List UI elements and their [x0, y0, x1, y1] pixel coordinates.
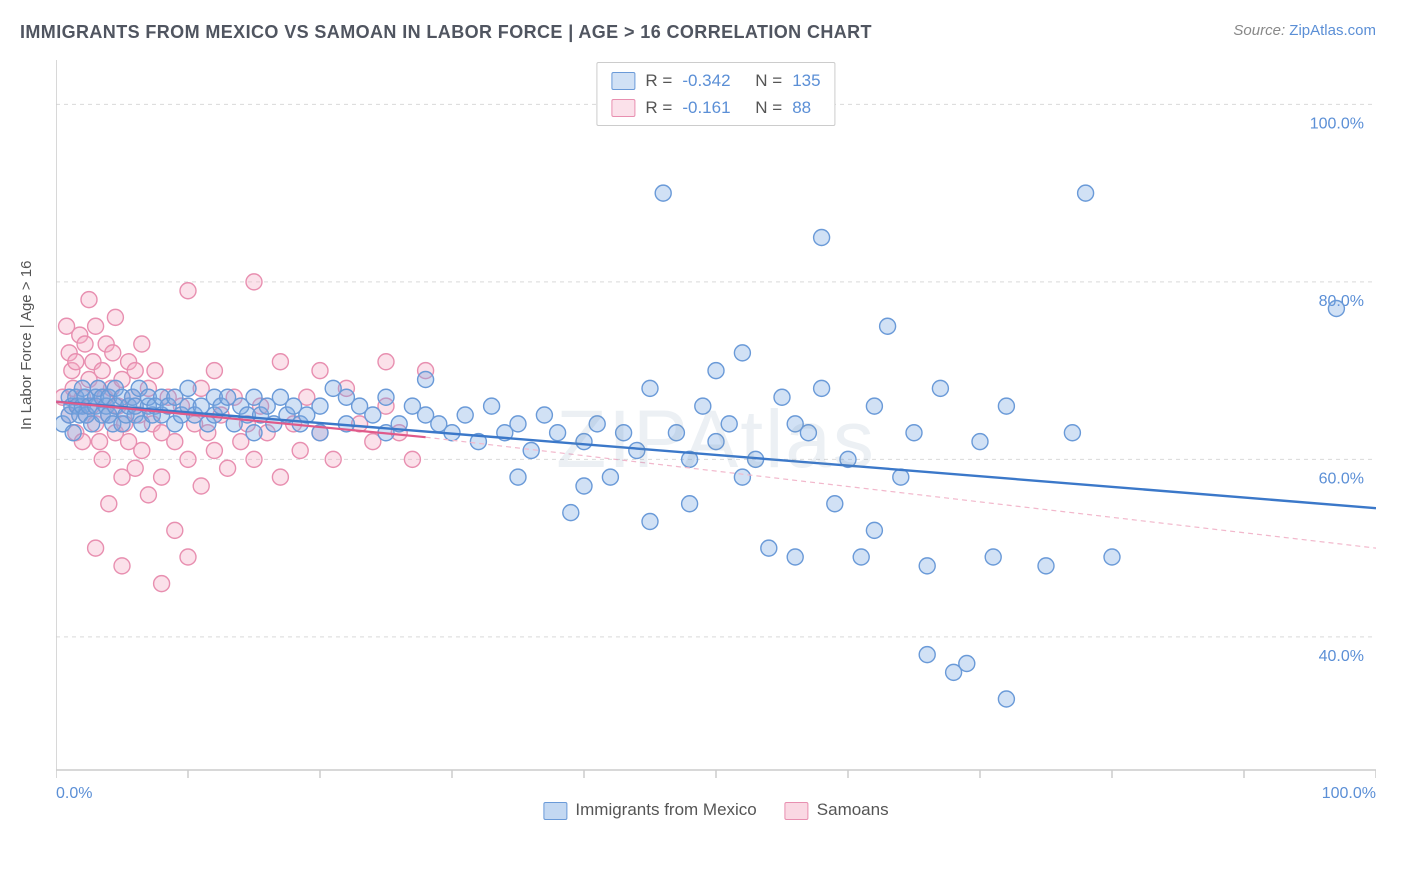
series-legend: Immigrants from Mexico Samoans — [543, 800, 888, 820]
legend-swatch-mexico-icon — [543, 802, 567, 820]
legend-label-samoan: Samoans — [817, 800, 889, 819]
legend-r-value-samoan: -0.161 — [682, 94, 730, 121]
legend-n-value-samoan: 88 — [792, 94, 811, 121]
legend-row-samoan: R = -0.161 N = 88 — [611, 94, 820, 121]
plot-area: 40.0%60.0%80.0%100.0%0.0%100.0% ZIPAtlas… — [56, 60, 1376, 820]
legend-n-label: N = — [755, 94, 782, 121]
svg-text:60.0%: 60.0% — [1319, 470, 1364, 487]
source-link[interactable]: ZipAtlas.com — [1289, 22, 1376, 39]
svg-text:100.0%: 100.0% — [1322, 785, 1376, 802]
legend-r-label: R = — [645, 94, 672, 121]
legend-r-value-mexico: -0.342 — [682, 67, 730, 94]
legend-label-mexico: Immigrants from Mexico — [575, 800, 756, 819]
svg-text:100.0%: 100.0% — [1310, 115, 1364, 132]
legend-row-mexico: R = -0.342 N = 135 — [611, 67, 820, 94]
svg-text:0.0%: 0.0% — [56, 785, 92, 802]
y-axis-label: In Labor Force | Age > 16 — [18, 261, 35, 430]
legend-r-label: R = — [645, 67, 672, 94]
legend-item-mexico: Immigrants from Mexico — [543, 800, 756, 820]
legend-swatch-samoan-icon — [785, 802, 809, 820]
legend-item-samoan: Samoans — [785, 800, 889, 820]
source-attribution: Source: ZipAtlas.com — [1233, 22, 1376, 39]
legend-swatch-samoan — [611, 99, 635, 117]
svg-text:40.0%: 40.0% — [1319, 648, 1364, 665]
legend-n-label: N = — [755, 67, 782, 94]
chart-container: IMMIGRANTS FROM MEXICO VS SAMOAN IN LABO… — [0, 0, 1406, 892]
chart-title: IMMIGRANTS FROM MEXICO VS SAMOAN IN LABO… — [20, 22, 872, 43]
source-prefix: Source: — [1233, 22, 1289, 39]
scatter-chart-svg: 40.0%60.0%80.0%100.0%0.0%100.0% — [56, 60, 1376, 820]
correlation-legend: R = -0.342 N = 135 R = -0.161 N = 88 — [596, 62, 835, 126]
legend-swatch-mexico — [611, 72, 635, 90]
legend-n-value-mexico: 135 — [792, 67, 820, 94]
